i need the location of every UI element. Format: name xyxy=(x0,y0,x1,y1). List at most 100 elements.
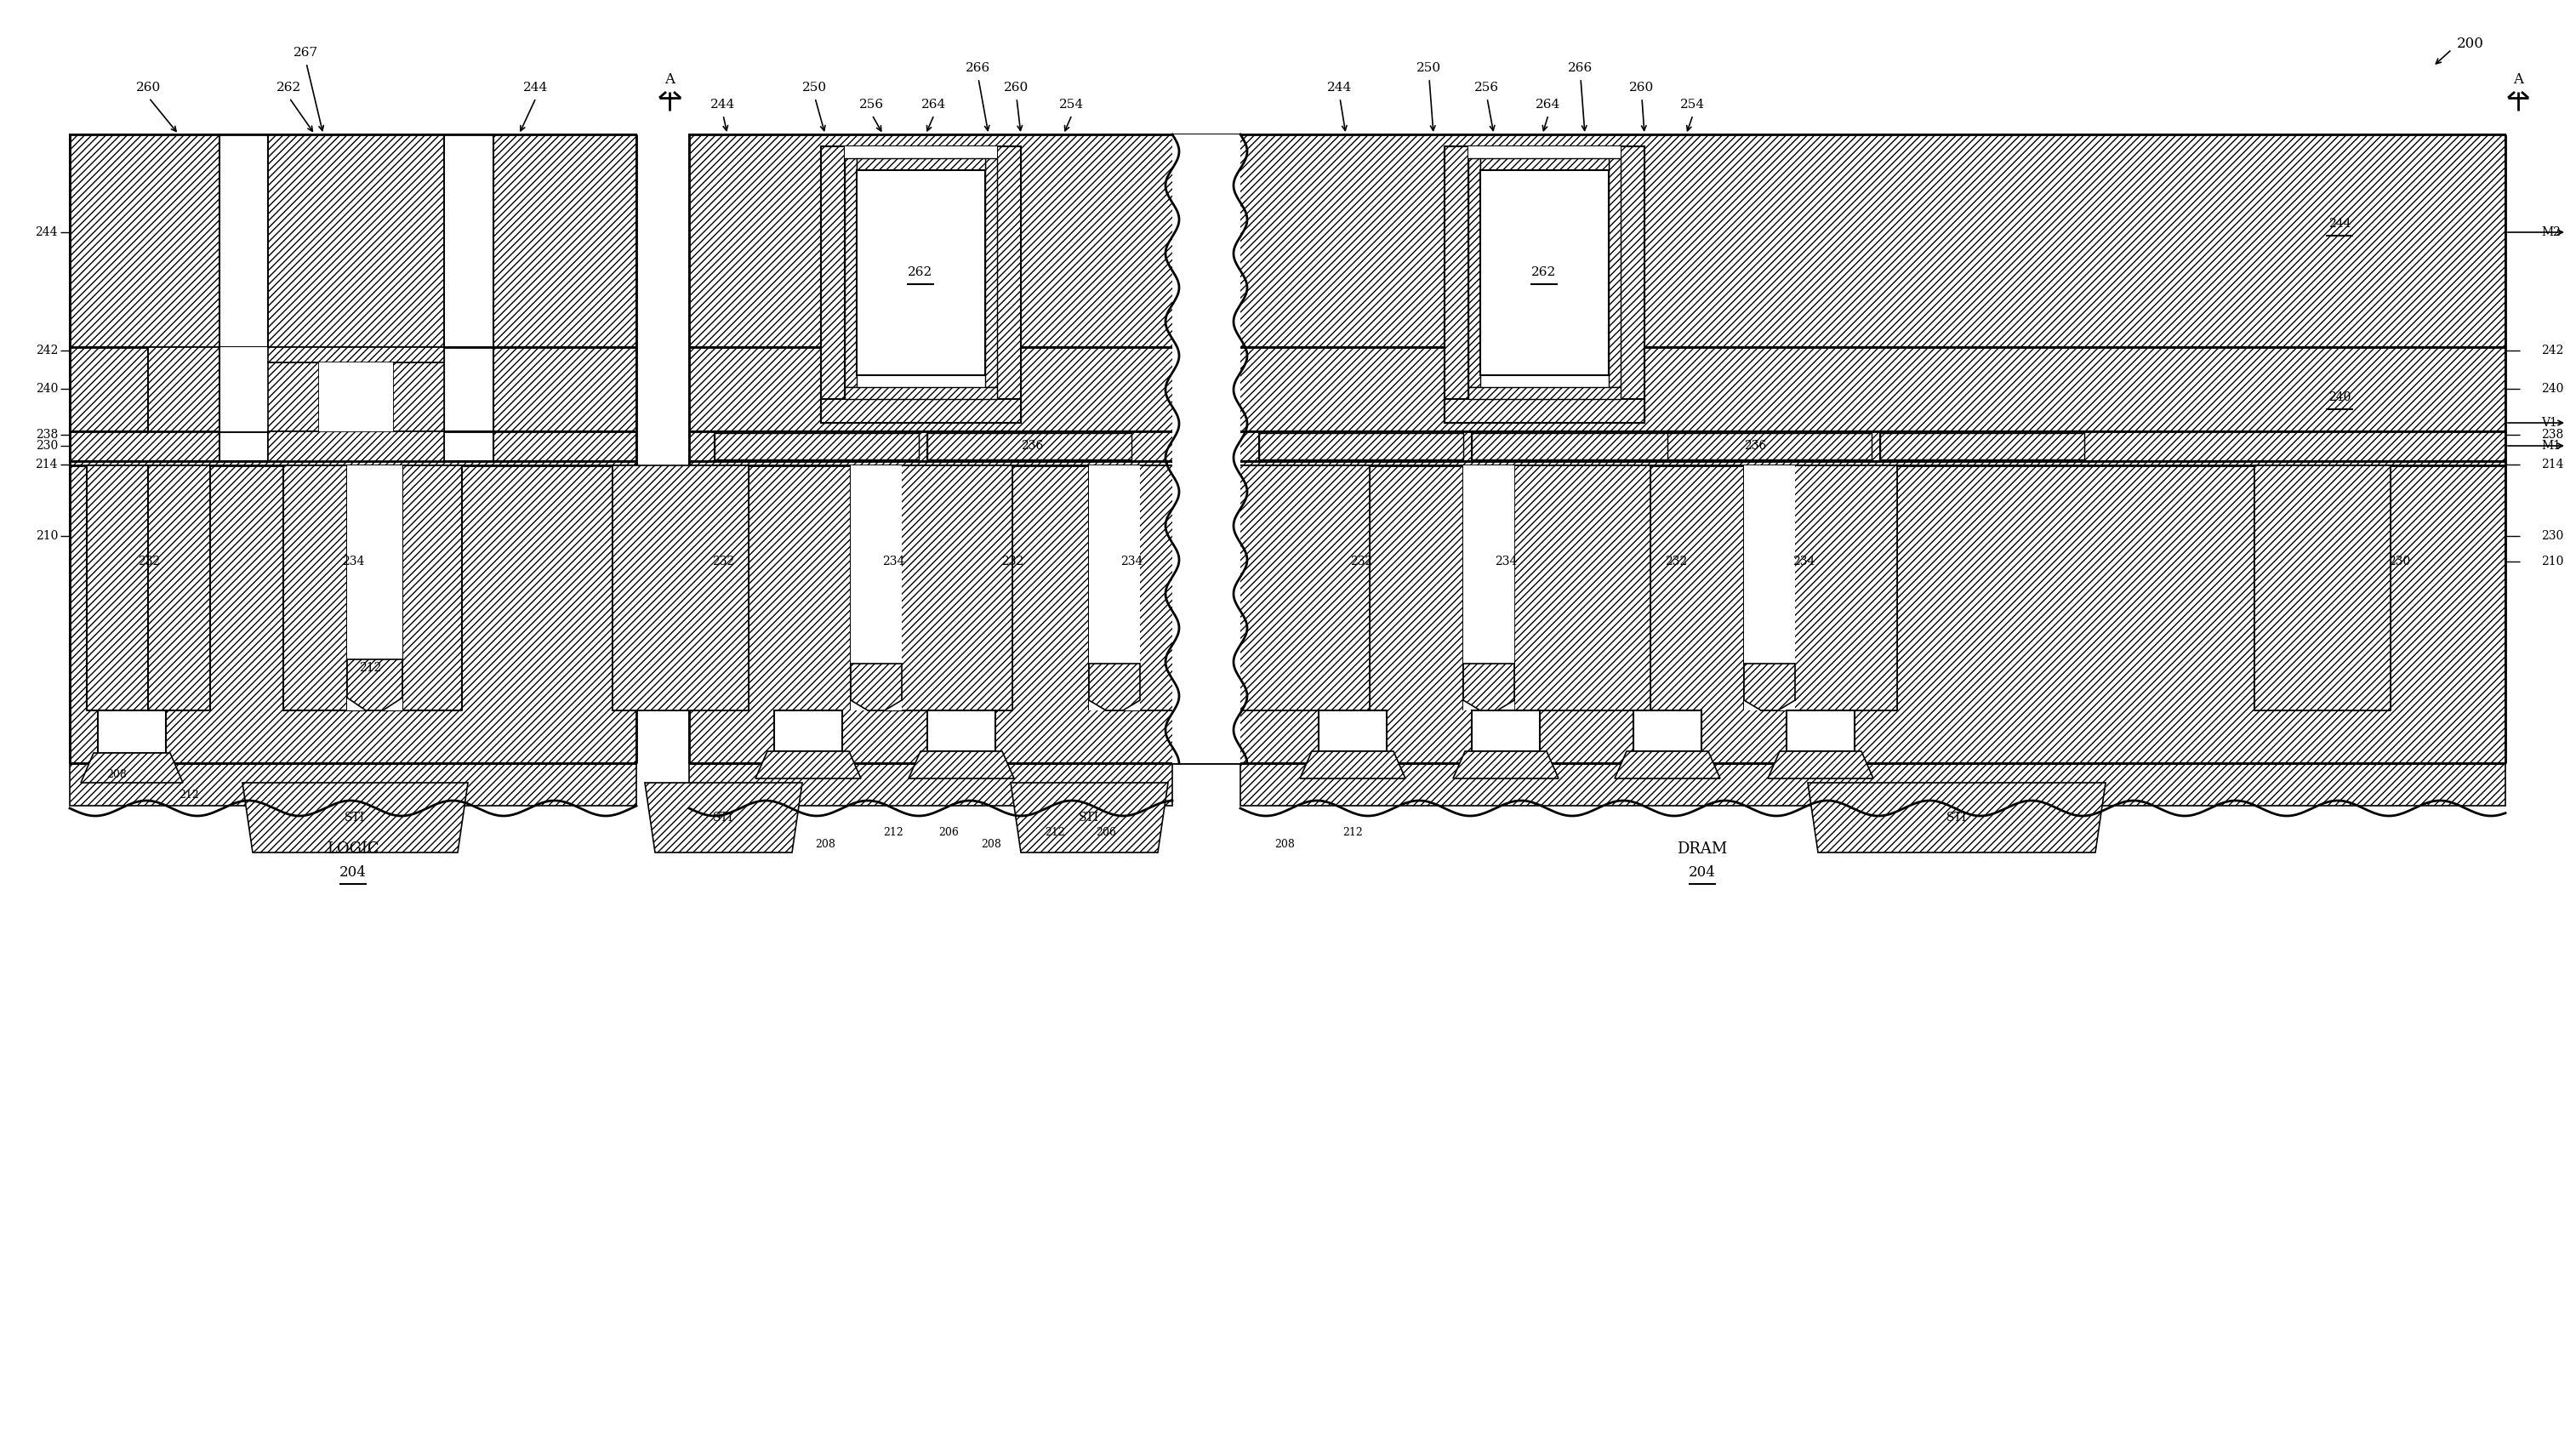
Text: 262: 262 xyxy=(276,81,301,93)
Bar xyxy=(348,465,402,711)
Bar xyxy=(876,465,1012,711)
Bar xyxy=(984,158,997,387)
Bar xyxy=(1445,147,1468,423)
Bar xyxy=(1481,158,1610,170)
Polygon shape xyxy=(644,782,801,852)
Text: 232: 232 xyxy=(1002,555,1023,567)
Bar xyxy=(219,432,268,461)
Bar xyxy=(1468,158,1481,387)
Bar xyxy=(997,147,1020,423)
Text: M1: M1 xyxy=(2540,441,2561,452)
Polygon shape xyxy=(1767,752,1873,778)
Bar xyxy=(1744,465,1795,711)
Text: 240: 240 xyxy=(2329,391,2352,403)
Text: 230: 230 xyxy=(36,441,57,452)
Bar xyxy=(443,432,495,461)
Text: 212: 212 xyxy=(884,826,904,838)
Bar xyxy=(822,398,1020,423)
Bar xyxy=(613,465,750,711)
Text: 236: 236 xyxy=(1020,441,1043,452)
Bar xyxy=(98,711,165,753)
Text: LOGIC: LOGIC xyxy=(327,842,379,856)
Polygon shape xyxy=(1090,663,1141,711)
Polygon shape xyxy=(1744,663,1795,711)
Text: STI: STI xyxy=(345,811,366,823)
Bar xyxy=(70,134,636,348)
Text: 208: 208 xyxy=(106,769,126,779)
Text: 234: 234 xyxy=(343,555,363,567)
Text: 212: 212 xyxy=(1342,826,1363,838)
Text: A: A xyxy=(665,71,675,86)
Bar xyxy=(845,147,997,398)
Bar xyxy=(1468,147,1620,398)
Bar xyxy=(690,134,2506,348)
Text: 238: 238 xyxy=(36,429,57,441)
Text: 232: 232 xyxy=(711,555,734,567)
Bar xyxy=(1260,433,1463,459)
Text: 212: 212 xyxy=(178,790,198,801)
Bar xyxy=(1481,170,1610,375)
Bar xyxy=(319,362,394,432)
Text: 230: 230 xyxy=(2540,531,2563,542)
Text: 266: 266 xyxy=(966,63,992,74)
Bar xyxy=(443,134,495,348)
Text: 212: 212 xyxy=(1046,826,1064,838)
Bar xyxy=(1471,711,1540,752)
Text: V1: V1 xyxy=(2540,417,2558,429)
Text: 208: 208 xyxy=(814,839,835,851)
Text: STI: STI xyxy=(1947,811,1968,823)
Bar xyxy=(1667,433,1873,459)
Text: 236: 236 xyxy=(1744,441,1767,452)
Bar xyxy=(1620,147,1643,423)
Text: 210: 210 xyxy=(36,531,57,542)
Polygon shape xyxy=(1301,752,1406,778)
Bar xyxy=(1610,158,1620,387)
Bar xyxy=(714,433,920,459)
Bar xyxy=(2254,465,2391,711)
Bar xyxy=(147,348,268,432)
Text: DRAM: DRAM xyxy=(1677,842,1728,856)
Polygon shape xyxy=(1808,782,2105,852)
Bar xyxy=(858,158,984,170)
Polygon shape xyxy=(909,752,1015,778)
Text: 206: 206 xyxy=(1095,826,1115,838)
Text: 230: 230 xyxy=(2388,555,2411,567)
Text: 200: 200 xyxy=(2458,36,2483,51)
Text: 244: 244 xyxy=(711,99,737,111)
Bar xyxy=(1633,711,1703,752)
Bar xyxy=(1445,398,1643,423)
Bar xyxy=(394,362,443,432)
Bar xyxy=(868,465,1005,711)
Polygon shape xyxy=(1010,782,1167,852)
Bar xyxy=(219,348,268,432)
Text: 240: 240 xyxy=(36,382,57,395)
Bar xyxy=(1463,465,1515,711)
Text: STI: STI xyxy=(1079,811,1100,823)
Text: M2: M2 xyxy=(2540,227,2561,238)
Text: 256: 256 xyxy=(860,99,884,111)
Polygon shape xyxy=(1463,663,1515,711)
Text: 264: 264 xyxy=(922,99,945,111)
Text: 244: 244 xyxy=(36,227,57,238)
Bar xyxy=(850,465,902,711)
Bar xyxy=(927,711,994,752)
Text: 240: 240 xyxy=(2540,382,2563,395)
Bar xyxy=(858,170,984,375)
Text: 232: 232 xyxy=(1664,555,1687,567)
Text: 264: 264 xyxy=(1535,99,1561,111)
Bar xyxy=(1242,763,2506,806)
Text: 234: 234 xyxy=(1494,555,1517,567)
Bar xyxy=(690,763,1172,806)
Text: 214: 214 xyxy=(36,458,57,471)
Bar xyxy=(690,461,2506,763)
Polygon shape xyxy=(1453,752,1558,778)
Polygon shape xyxy=(80,753,183,782)
Bar xyxy=(219,134,268,348)
Bar xyxy=(283,465,461,711)
Bar xyxy=(1468,387,1620,398)
Text: 214: 214 xyxy=(2540,458,2563,471)
Text: 260: 260 xyxy=(1631,81,1654,93)
Text: 204: 204 xyxy=(340,865,366,880)
Text: 266: 266 xyxy=(1569,63,1592,74)
Bar xyxy=(70,432,636,461)
